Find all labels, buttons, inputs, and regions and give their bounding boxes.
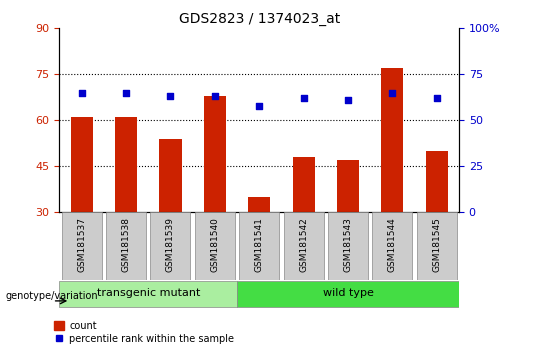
Bar — [71, 117, 93, 212]
Legend: count, percentile rank within the sample: count, percentile rank within the sample — [53, 320, 235, 345]
Bar — [373, 212, 413, 280]
Bar — [293, 157, 315, 212]
Text: GSM181542: GSM181542 — [299, 217, 308, 272]
Bar — [106, 212, 146, 280]
Bar — [426, 151, 448, 212]
Text: GSM181541: GSM181541 — [255, 217, 264, 272]
Point — [388, 90, 397, 96]
Point — [122, 90, 130, 96]
Text: GSM181543: GSM181543 — [343, 217, 353, 272]
Bar — [337, 160, 359, 212]
Text: GSM181539: GSM181539 — [166, 217, 175, 272]
Bar — [417, 212, 457, 280]
Bar — [239, 212, 279, 280]
Point — [77, 90, 86, 96]
Text: transgenic mutant: transgenic mutant — [97, 288, 200, 298]
Text: GSM181544: GSM181544 — [388, 217, 397, 272]
Point — [211, 93, 219, 99]
Text: genotype/variation: genotype/variation — [5, 291, 98, 301]
Point — [343, 97, 352, 103]
Bar — [62, 212, 102, 280]
Text: wild type: wild type — [322, 288, 374, 298]
Bar — [381, 68, 403, 212]
Bar — [204, 96, 226, 212]
Bar — [151, 212, 191, 280]
Bar — [248, 197, 271, 212]
Bar — [237, 281, 459, 307]
Point — [433, 96, 441, 101]
Bar — [328, 212, 368, 280]
Bar — [59, 281, 237, 307]
Text: GSM181537: GSM181537 — [77, 217, 86, 272]
Point — [166, 93, 175, 99]
Bar — [115, 117, 137, 212]
Point — [255, 103, 264, 108]
Text: GSM181540: GSM181540 — [210, 217, 219, 272]
Bar — [159, 139, 181, 212]
Bar — [284, 212, 323, 280]
Title: GDS2823 / 1374023_at: GDS2823 / 1374023_at — [179, 12, 340, 26]
Text: GSM181545: GSM181545 — [433, 217, 441, 272]
Text: GSM181538: GSM181538 — [122, 217, 131, 272]
Bar — [195, 212, 235, 280]
Point — [299, 96, 308, 101]
